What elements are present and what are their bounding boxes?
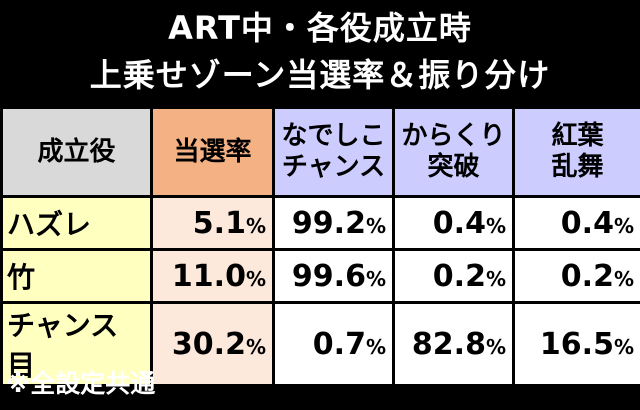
rate-cell: 5.1% [150,195,275,251]
rate-unit: % [613,266,634,291]
row-label: ハズレ [0,195,153,251]
table-body: ハズレ 5.1% 99.2% 0.4% 0.4% 竹 11.0% 99.6% 0.2% 0.2% チ… [0,195,640,387]
rate-cell: 0.4% [512,195,640,251]
rate-cell: 30.2% [150,301,275,387]
column-header: 当選率 [150,106,275,198]
rate-cell: 16.5% [512,301,640,387]
header-line: 当選率 [173,136,252,167]
rate-value: 5.1 [192,205,246,241]
rate-cell: 82.8% [392,301,515,387]
rate-cell: 0.2% [392,248,515,304]
row-label: チャンス目 [0,301,153,387]
rate-unit: % [365,266,386,291]
rate-cell: 0.7% [272,301,395,387]
table-row: 竹 11.0% 99.6% 0.2% 0.2% [0,248,640,304]
rate-unit: % [613,334,634,359]
title-line: 上乗せゾーン当選率＆振り分け [89,56,551,94]
rate-cell: 0.4% [392,195,515,251]
rate-cell: 99.6% [272,248,395,304]
rate-cell: 11.0% [150,248,275,304]
header-line: 乱舞 [551,152,604,182]
header-line: 突破 [427,152,480,182]
column-header: 成立役 [0,106,153,198]
rate-unit: % [613,213,634,238]
rate-unit: % [485,266,506,291]
rate-unit: % [245,213,266,238]
rate-value: 0.7 [312,326,366,362]
table-row: ハズレ 5.1% 99.2% 0.4% 0.4% [0,195,640,251]
rate-unit: % [365,334,386,359]
rate-unit: % [245,334,266,359]
rate-value: 0.2 [432,258,486,294]
rate-value: 82.8 [411,326,486,362]
rate-value: 0.4 [560,205,614,241]
rate-table: 成立役 当選率 なでしこ チャンス からくり 突破 紅葉 乱舞 ハズレ 5.1% 99.2% 0.4… [0,106,640,387]
column-header: からくり 突破 [392,106,515,198]
rate-cell: 99.2% [272,195,395,251]
table-row: チャンス目 30.2% 0.7% 82.8% 16.5% [0,301,640,387]
header-line: 紅葉 [551,121,604,151]
rate-cell: 0.2% [512,248,640,304]
header-line: 成立役 [37,136,116,167]
rate-unit: % [245,266,266,291]
rate-value: 99.2 [291,205,366,241]
rate-unit: % [485,334,506,359]
title-line: ART中・各役成立時 [168,9,472,47]
header-line: チャンス [281,152,386,182]
rate-value: 30.2 [171,326,246,362]
header-line: からくり [401,121,506,151]
footnote: ※全設定共通 [6,369,156,398]
rate-value: 16.5 [539,326,614,362]
rate-unit: % [485,213,506,238]
rate-value: 99.6 [291,258,366,294]
column-header: なでしこ チャンス [272,106,395,198]
header-line: なでしこ [281,121,386,151]
rate-value: 11.0 [171,258,246,294]
rate-unit: % [365,213,386,238]
rate-value: 0.2 [560,258,614,294]
header-row: 成立役 当選率 なでしこ チャンス からくり 突破 紅葉 乱舞 [0,106,640,198]
rate-value: 0.4 [432,205,486,241]
column-header: 紅葉 乱舞 [512,106,640,198]
row-label: 竹 [0,248,153,304]
